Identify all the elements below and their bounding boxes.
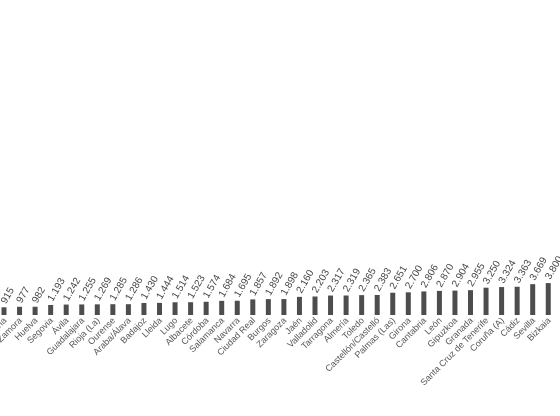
bar [63, 304, 69, 315]
bar [421, 291, 427, 315]
bar [514, 286, 520, 315]
value-label: 977 [15, 285, 33, 305]
bar [545, 283, 551, 315]
bar [125, 304, 131, 315]
bar [483, 287, 489, 315]
bar [405, 292, 411, 315]
value-label: 982 [30, 285, 48, 305]
bar [343, 295, 349, 315]
bar [312, 296, 318, 315]
bar [328, 295, 334, 315]
bar [110, 304, 116, 315]
bar [390, 292, 396, 315]
bar [436, 290, 442, 315]
bar [203, 301, 209, 315]
bar [499, 287, 505, 315]
bar [32, 306, 38, 315]
bar [219, 300, 225, 315]
bar [48, 304, 54, 315]
bar [141, 302, 147, 315]
bar [374, 294, 380, 315]
bar [250, 299, 256, 315]
bar [359, 295, 365, 315]
x-tick-label: ona [0, 315, 8, 333]
bar [452, 290, 458, 315]
bar [296, 296, 302, 315]
bar [281, 299, 287, 315]
bar [468, 290, 473, 315]
bar [94, 304, 100, 315]
bar [157, 302, 162, 315]
bar [265, 299, 271, 315]
bar [530, 284, 536, 315]
value-label: 915 [0, 285, 17, 305]
bar [234, 300, 240, 315]
bar [188, 302, 194, 315]
bar [79, 304, 85, 315]
bar [1, 307, 7, 315]
bar [172, 302, 178, 315]
bar [17, 306, 23, 315]
